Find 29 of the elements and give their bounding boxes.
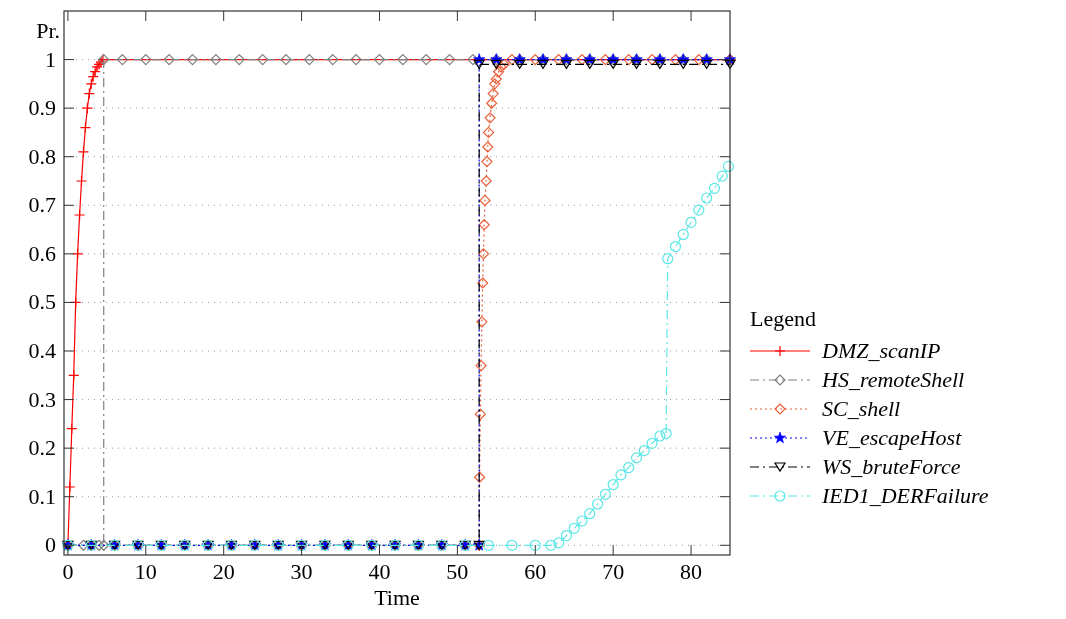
x-tick-label: 70 <box>602 559 625 584</box>
y-tick-label: 0.7 <box>28 192 56 218</box>
y-tick-label: 0 <box>45 532 56 558</box>
y-tick-label: 0.5 <box>28 289 56 315</box>
x-tick-label: 30 <box>290 559 313 584</box>
x-tick-label: 80 <box>680 559 703 584</box>
y-tick-label: 1 <box>45 46 56 72</box>
y-tick-label: 0.2 <box>28 435 56 461</box>
legend-label: IED1_DERFailure <box>821 483 989 508</box>
legend-label: DMZ_scanIP <box>821 338 941 363</box>
y-tick-label: 0.9 <box>28 95 56 121</box>
x-tick-label: 60 <box>524 559 547 584</box>
y-tick-label: 0.3 <box>28 386 56 412</box>
x-tick-label: 0 <box>62 559 74 584</box>
y-tick-label: 0.4 <box>28 338 56 363</box>
x-axis-title: Time <box>374 585 420 610</box>
legend-label: SC_shell <box>822 396 901 421</box>
y-tick-label: 0.8 <box>28 143 56 169</box>
x-tick-label: 40 <box>368 559 391 584</box>
legend-label: WS_bruteForce <box>822 454 961 479</box>
y-axis-title: Pr. <box>36 17 60 43</box>
y-tick-label: 0.6 <box>28 240 56 266</box>
x-tick-label: 50 <box>446 559 469 584</box>
y-tick-label: 0.1 <box>28 483 56 509</box>
legend-label: VE_escapeHost <box>822 425 963 450</box>
x-tick-label: 10 <box>134 559 157 584</box>
legend-label: HS_remoteShell <box>821 367 965 392</box>
legend-title: Legend <box>750 306 816 331</box>
x-tick-label: 20 <box>212 559 235 584</box>
